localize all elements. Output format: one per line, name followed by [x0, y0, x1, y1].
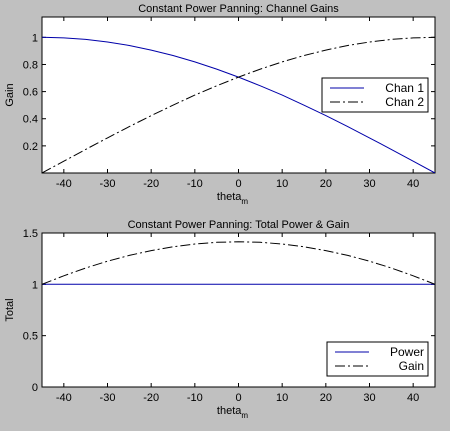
- x-tick-label: 0: [235, 178, 241, 190]
- chart-1: Constant Power Panning: Channel Gains -40…: [4, 3, 436, 206]
- x-tick-label: -10: [187, 178, 203, 190]
- x-tick-label: -30: [100, 178, 116, 190]
- x-tick-label: 20: [320, 392, 332, 404]
- x-tick-label: 0: [235, 392, 241, 404]
- x-tick-label: 10: [276, 392, 288, 404]
- x-tick-label: -20: [143, 392, 159, 404]
- y-tick-label: 0.8: [23, 59, 38, 71]
- x-tick-label: 30: [363, 392, 375, 404]
- y-axis-label: Total: [4, 298, 16, 321]
- legend-label: Gain: [399, 359, 424, 373]
- y-tick-label: 0.4: [23, 114, 38, 126]
- y-tick-label: 0.5: [23, 331, 38, 343]
- y-axis-label: Gain: [4, 83, 16, 106]
- y-tick-label: 0.2: [23, 141, 38, 153]
- legend-label: Chan 2: [385, 95, 424, 109]
- series-line-gain: [42, 241, 435, 285]
- x-tick-label: 30: [363, 178, 375, 190]
- x-axis-label-sub: m: [241, 411, 248, 420]
- y-tick-label: 1: [32, 32, 38, 44]
- legend-box: [326, 341, 429, 377]
- x-tick-label: -30: [100, 392, 116, 404]
- x-axis-label: thetam: [217, 405, 248, 420]
- y-tick-label: 1: [32, 279, 38, 291]
- x-tick-label: 20: [320, 178, 332, 190]
- series-line-chan-2: [42, 36, 435, 173]
- y-tick-label: 0: [32, 382, 38, 394]
- y-tick-label: 0.6: [23, 87, 38, 99]
- x-axis-label-main: theta: [217, 405, 242, 417]
- legend-label: Power: [390, 345, 424, 359]
- x-tick-label: -40: [56, 178, 72, 190]
- x-axis-label: thetam: [217, 191, 248, 206]
- x-axis-label-sub: m: [241, 197, 248, 206]
- legend-label: Chan 1: [385, 81, 424, 95]
- x-tick-label: -10: [187, 392, 203, 404]
- chart-2: Constant Power Panning: Total Power & Ga…: [4, 219, 436, 420]
- x-tick-label: 10: [276, 178, 288, 190]
- x-tick-label: -20: [143, 178, 159, 190]
- chart-title: Constant Power Panning: Total Power & Ga…: [128, 219, 350, 231]
- y-tick-label: 1.5: [23, 228, 38, 240]
- chart-title: Constant Power Panning: Channel Gains: [138, 3, 339, 15]
- x-tick-label: -40: [56, 392, 72, 404]
- x-tick-label: 40: [407, 178, 419, 190]
- x-tick-label: 40: [407, 392, 419, 404]
- x-axis-label-main: theta: [217, 191, 242, 203]
- legend-box: [321, 77, 429, 113]
